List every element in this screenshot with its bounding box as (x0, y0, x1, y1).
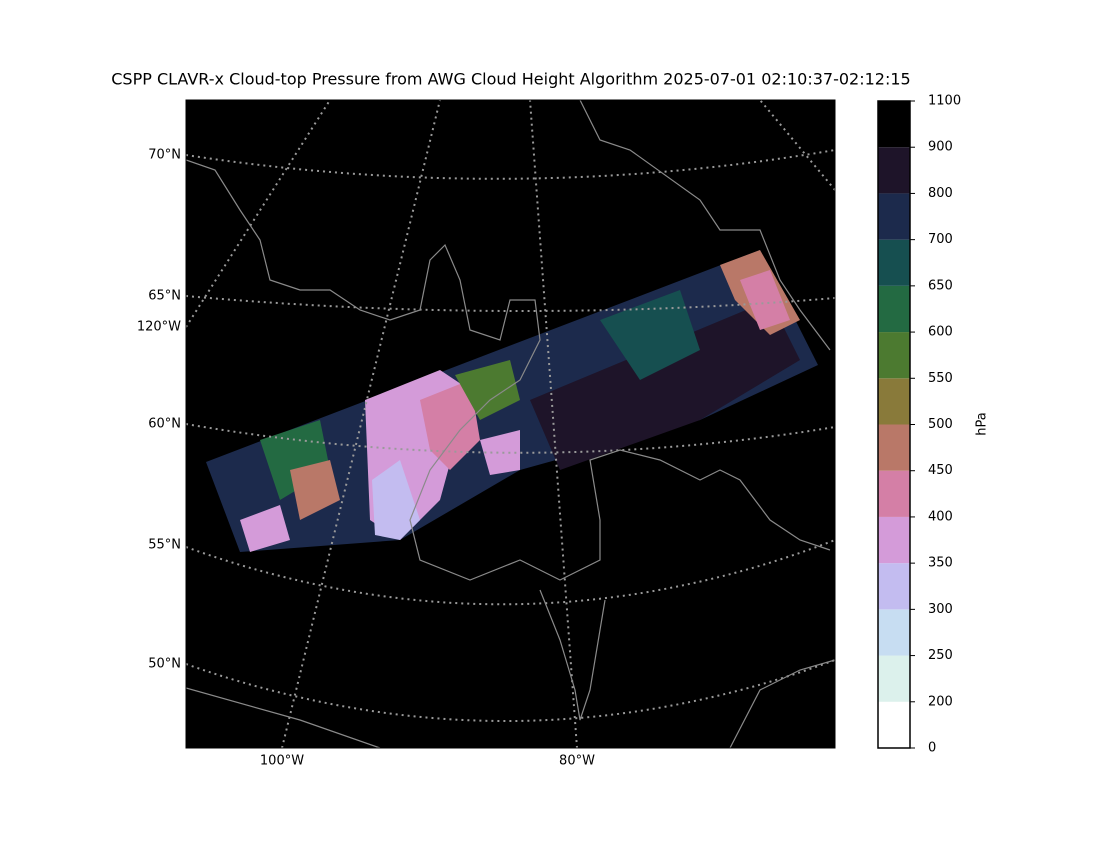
colorbar-tick-label: 900 (928, 140, 953, 155)
lat-label: 70°N (148, 148, 181, 163)
colorbar-tick-label: 300 (928, 602, 953, 617)
cloud-swath (206, 250, 818, 552)
map (186, 100, 835, 748)
colorbar-bin (878, 378, 910, 425)
colorbar-tick-label: 0 (928, 741, 936, 756)
colorbar-bin (878, 193, 910, 240)
colorbar-tick-label: 550 (928, 371, 953, 386)
colorbar-tick-label: 350 (928, 556, 953, 571)
colorbar-bin (878, 424, 910, 471)
colorbar-tick-label: 700 (928, 232, 953, 247)
lat-label: 55°N (148, 538, 181, 553)
lat-label: 60°N (148, 417, 181, 432)
colorbar-tick-label: 800 (928, 186, 953, 201)
colorbar-bin (878, 701, 910, 748)
colorbar-bin (878, 101, 910, 148)
lon-label: 120°W (137, 320, 181, 335)
colorbar-tick-label: 250 (928, 648, 953, 663)
colorbar-tick-label: 400 (928, 509, 953, 524)
colorbar-bin (878, 285, 910, 333)
colorbar-tick-label: 650 (928, 278, 953, 293)
colorbar-tick-label: 500 (928, 417, 953, 432)
colorbar-bin (878, 563, 910, 610)
colorbar-bin (878, 609, 910, 656)
colorbar-bin (878, 239, 910, 286)
colorbar-label: hPa (975, 412, 990, 435)
colorbar-bin (878, 470, 910, 517)
graticule-labels: 70°N 65°N 60°N 55°N 50°N 120°W 100°W 80°W (137, 148, 595, 769)
colorbar: 0 200 250 300 350 400 450 500 550 600 650 700 800 900… (877, 94, 961, 756)
map-frame (185, 99, 836, 749)
lat-label: 50°N (148, 657, 181, 672)
colorbar-bin (878, 655, 910, 702)
colorbar-tick-label: 450 (928, 463, 953, 478)
lon-label: 80°W (559, 754, 595, 769)
colorbar-bin (878, 332, 910, 379)
lon-label: 100°W (260, 754, 304, 769)
title: CSPP CLAVR-x Cloud-top Pressure from AWG… (111, 70, 910, 89)
colorbar-tick-label: 600 (928, 325, 953, 340)
lat-label: 65°N (148, 289, 181, 304)
colorbar-bin (878, 147, 910, 194)
colorbar-bin (878, 516, 910, 564)
colorbar-tick-label: 1100 (928, 94, 961, 109)
colorbar-tick-label: 200 (928, 694, 953, 709)
